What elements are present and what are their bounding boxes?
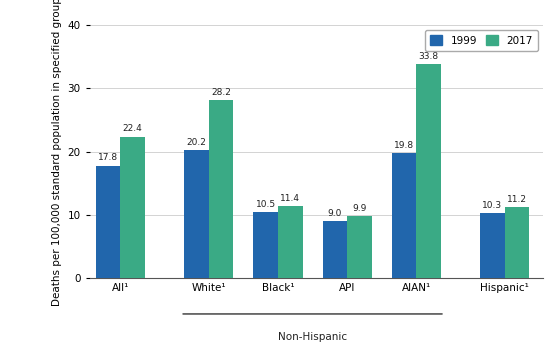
Text: 17.8: 17.8	[98, 154, 118, 162]
Bar	[505, 207, 529, 278]
Bar	[392, 153, 416, 278]
Bar	[480, 213, 505, 278]
Text: 11.4: 11.4	[280, 194, 300, 203]
Y-axis label: Deaths per 100,000 standard population in specified group: Deaths per 100,000 standard population i…	[52, 0, 62, 306]
Bar	[96, 166, 120, 278]
Text: Non-Hispanic: Non-Hispanic	[278, 332, 347, 342]
Text: 10.5: 10.5	[255, 200, 276, 209]
Bar	[120, 136, 145, 278]
Text: 33.8: 33.8	[418, 52, 438, 61]
Bar	[253, 212, 278, 278]
Bar	[184, 150, 209, 278]
Bar	[347, 216, 372, 278]
Text: 9.0: 9.0	[328, 209, 342, 218]
Text: 19.8: 19.8	[394, 141, 414, 150]
Text: 11.2: 11.2	[507, 195, 527, 204]
Text: 28.2: 28.2	[211, 87, 231, 97]
Bar	[278, 206, 302, 278]
Text: 22.4: 22.4	[123, 124, 143, 134]
Bar	[209, 100, 234, 278]
Bar	[323, 221, 347, 278]
Text: 9.9: 9.9	[352, 203, 367, 212]
Text: 20.2: 20.2	[186, 138, 207, 147]
Text: 10.3: 10.3	[482, 201, 502, 210]
Legend: 1999, 2017: 1999, 2017	[424, 30, 538, 51]
Bar	[416, 64, 441, 278]
